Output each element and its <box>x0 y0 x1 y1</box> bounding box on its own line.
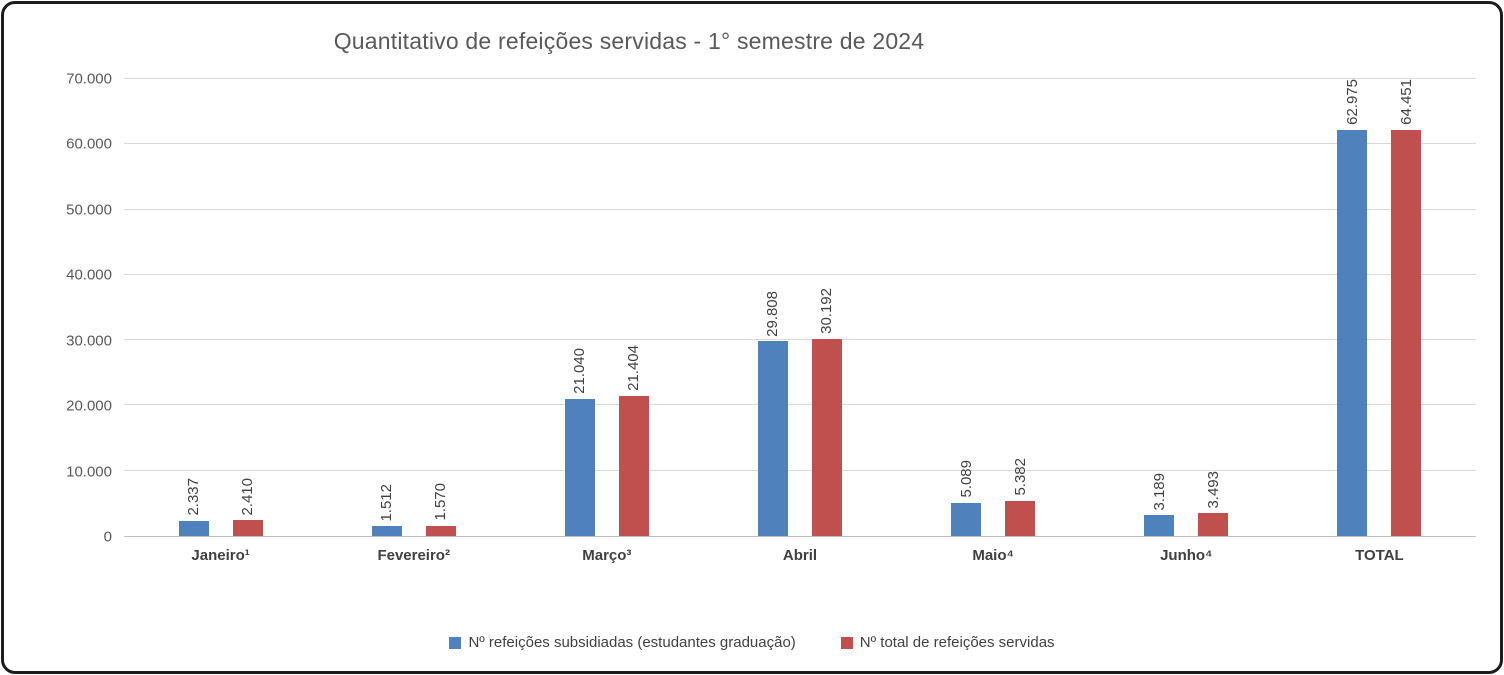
gridline <box>124 78 1476 79</box>
x-category-label: Junho⁴ <box>1160 547 1213 564</box>
bar[interactable] <box>178 520 209 536</box>
value-label: 1.570 <box>432 483 450 521</box>
value-label: 2.337 <box>185 478 203 516</box>
x-category-label: Março³ <box>582 547 632 564</box>
bar-with-label: 5.089 <box>951 79 982 536</box>
value-label: 5.089 <box>957 460 975 498</box>
x-axis-labels: Janeiro¹ Fevereiro² Março³ Abril Maio⁴ Junho⁴… <box>124 547 1476 564</box>
legend: Nº refeições subsidiadas (estudantes gra… <box>4 634 1500 651</box>
value-label: 30.192 <box>818 288 836 334</box>
gridline <box>124 208 1476 210</box>
y-tick-label: 30.000 <box>66 332 112 350</box>
value-label: 64.451 <box>1397 79 1415 125</box>
legend-item[interactable]: Nº refeições subsidiadas (estudantes gra… <box>449 634 796 651</box>
bar-with-label: 1.512 <box>371 79 402 536</box>
bar[interactable] <box>1144 515 1175 536</box>
category-group: 62.975 64.451 <box>1283 79 1476 536</box>
bar[interactable] <box>811 338 842 536</box>
gridline <box>124 273 1476 275</box>
bar-with-label: 2.337 <box>178 79 209 536</box>
bar[interactable] <box>1391 129 1422 536</box>
value-label: 2.410 <box>239 477 257 516</box>
chart-title: Quantitativo de refeições servidas - 1° … <box>333 28 925 54</box>
gridline <box>124 469 1476 471</box>
x-category-label: Janeiro¹ <box>191 547 250 564</box>
bar-with-label: 1.570 <box>425 79 456 536</box>
gridline <box>124 143 1476 145</box>
bar-with-label: 5.382 <box>1005 79 1036 536</box>
value-label: 1.512 <box>378 483 396 522</box>
bar[interactable] <box>564 398 595 536</box>
value-label: 21.040 <box>571 347 589 394</box>
category-group: 3.189 3.493 <box>1090 79 1283 536</box>
gridline <box>124 339 1476 341</box>
bar[interactable] <box>1005 500 1036 536</box>
plot-area: 2.337 2.410 1.512 1.570 21.040 21.404 29.808 30… <box>124 78 1476 537</box>
bar[interactable] <box>951 502 982 536</box>
y-tick-label: 10.000 <box>66 463 112 481</box>
chart-area: 0 10.000 20.000 30.000 40.000 50.000 60.000 70.… <box>39 71 1476 546</box>
bar-with-label: 62.975 <box>1337 79 1368 536</box>
bar[interactable] <box>425 525 456 536</box>
y-tick-label: 20.000 <box>66 397 112 415</box>
category-group: 5.089 5.382 <box>897 79 1090 536</box>
bar-with-label: 2.410 <box>232 79 263 536</box>
y-tick-label: 60.000 <box>66 135 112 153</box>
bar-with-label: 21.040 <box>564 79 595 536</box>
legend-label: Nº total de refeições servidas <box>859 634 1055 651</box>
bar-with-label: 64.451 <box>1391 79 1422 536</box>
bar-with-label: 29.808 <box>757 79 788 536</box>
value-label: 5.382 <box>1011 458 1029 496</box>
category-group: 2.337 2.410 <box>124 79 317 536</box>
bar[interactable] <box>1337 129 1368 536</box>
category-group: 21.040 21.404 <box>510 79 703 536</box>
bar[interactable] <box>232 520 263 536</box>
bar[interactable] <box>618 396 649 536</box>
gridline <box>124 404 1476 406</box>
value-label: 3.493 <box>1204 470 1222 509</box>
value-label: 62.975 <box>1343 79 1361 125</box>
value-label: 29.808 <box>764 290 782 337</box>
y-tick-label: 70.000 <box>66 70 112 88</box>
x-category-label: Abril <box>782 547 818 564</box>
value-label: 21.404 <box>625 345 643 392</box>
category-group: 1.512 1.570 <box>317 79 510 536</box>
y-tick-label: 50.000 <box>66 201 112 219</box>
bar[interactable] <box>757 341 788 536</box>
value-label: 3.189 <box>1150 472 1168 511</box>
legend-swatch-icon <box>449 636 462 649</box>
y-axis: 0 10.000 20.000 30.000 40.000 50.000 60.000 70.… <box>39 71 124 546</box>
bar-with-label: 3.189 <box>1144 79 1175 536</box>
legend-swatch-icon <box>840 636 853 649</box>
y-tick-label: 0 <box>103 528 112 546</box>
legend-item[interactable]: Nº total de refeições servidas <box>840 634 1055 651</box>
bar[interactable] <box>371 526 402 536</box>
y-tick-label: 40.000 <box>66 266 112 284</box>
x-category-label: Fevereiro² <box>377 547 450 564</box>
category-group: 29.808 30.192 <box>703 79 896 536</box>
bar[interactable] <box>1198 513 1229 536</box>
bar-columns: 2.337 2.410 1.512 1.570 21.040 21.404 29.808 30… <box>124 79 1476 536</box>
x-category-label: TOTAL <box>1355 547 1404 564</box>
bar-with-label: 30.192 <box>811 79 842 536</box>
bar-with-label: 3.493 <box>1198 79 1229 536</box>
legend-label: Nº refeições subsidiadas (estudantes gra… <box>468 634 796 651</box>
bar-with-label: 21.404 <box>618 79 649 536</box>
x-category-label: Maio⁴ <box>972 547 1014 564</box>
